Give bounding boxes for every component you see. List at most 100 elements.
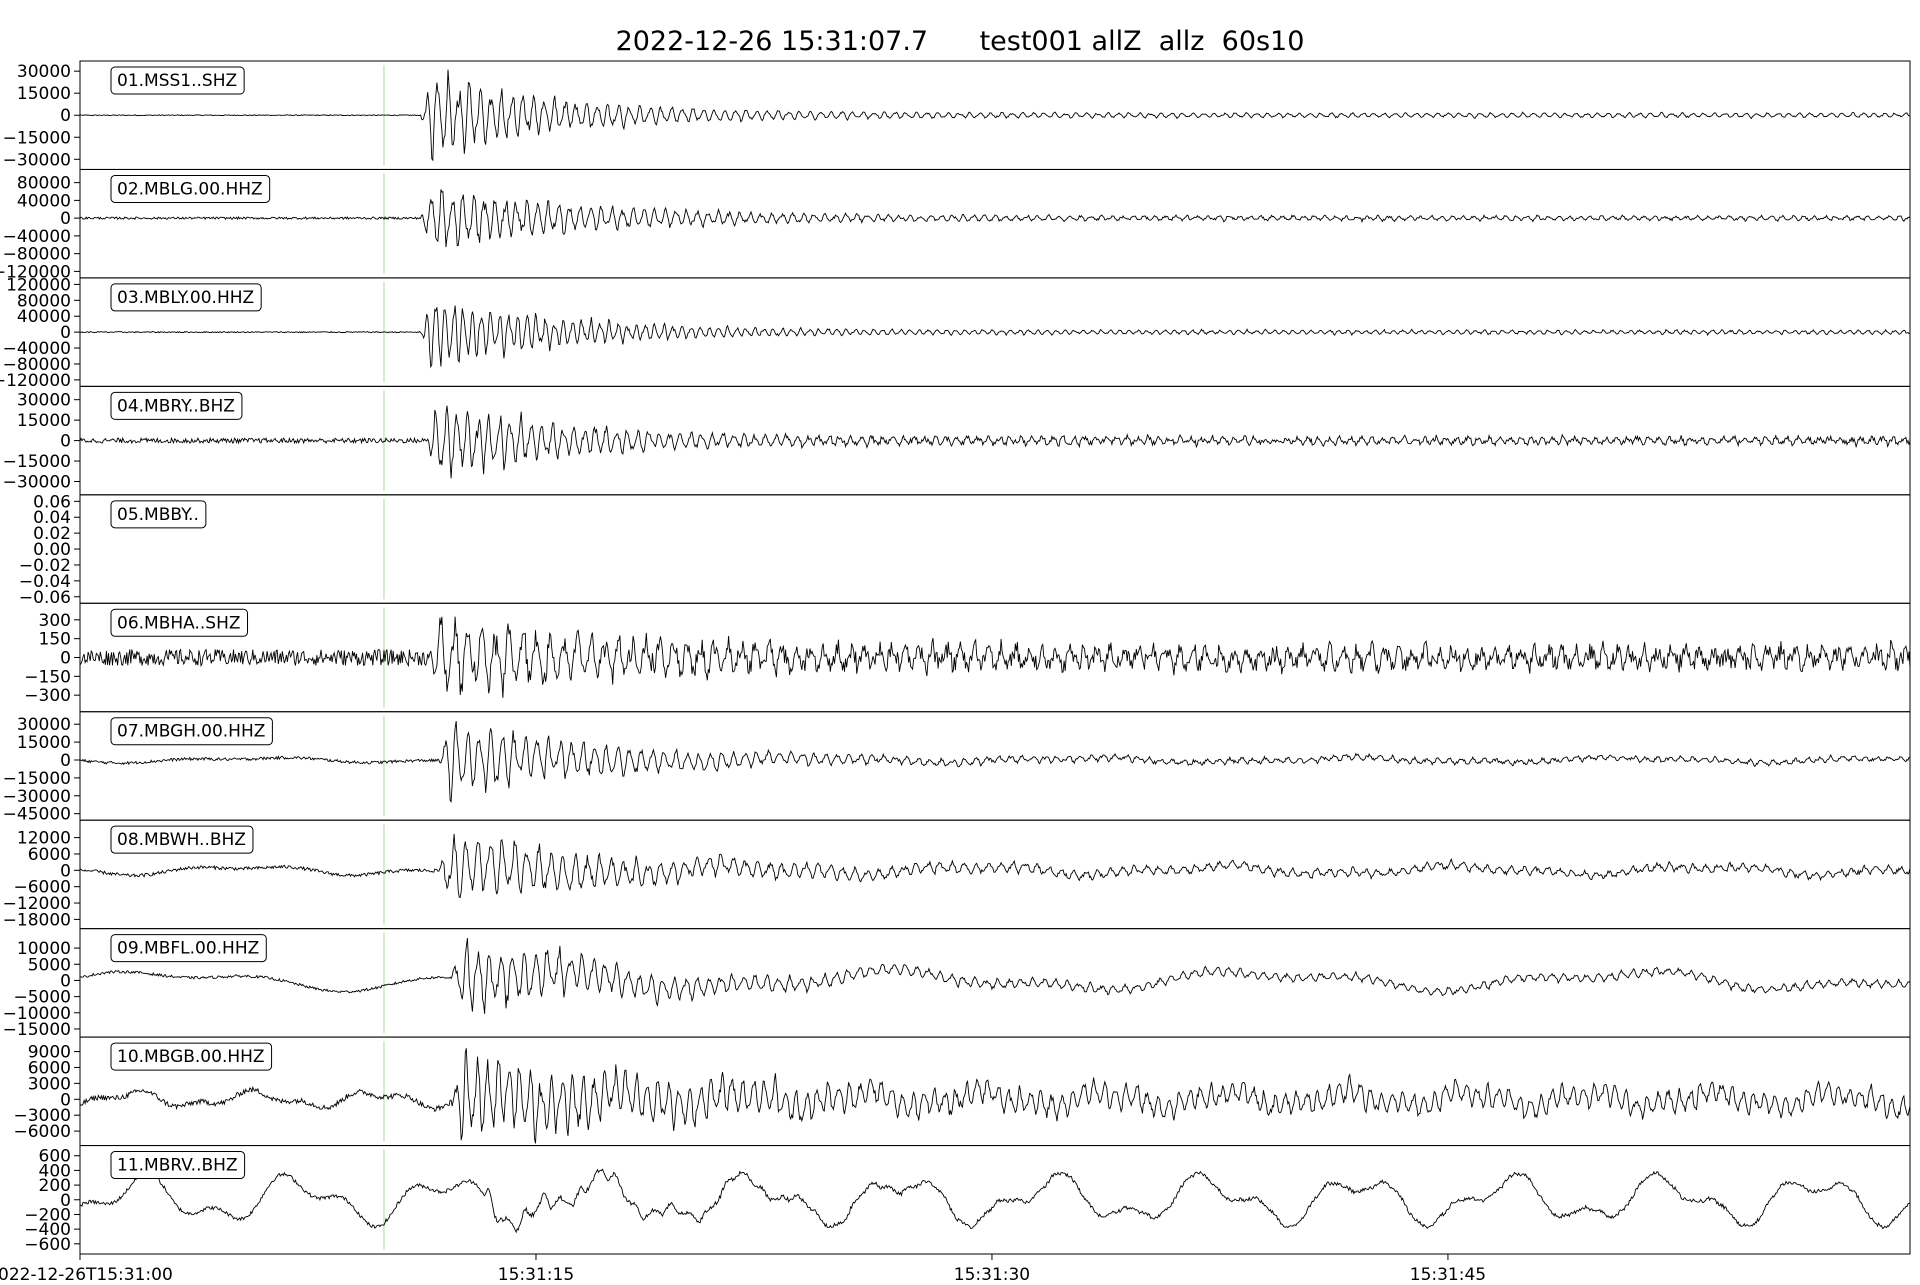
y-tick-label: 0.04 — [33, 508, 71, 528]
station-label: 08.MBWH..BHZ — [117, 830, 246, 850]
waveform-trace — [79, 405, 1911, 479]
y-tick-label: −15000 — [3, 769, 71, 789]
y-tick-label: 300 — [39, 611, 71, 631]
y-tick-label: 0.02 — [33, 524, 71, 544]
y-tick-label: −40000 — [3, 227, 71, 247]
x-tick-label: 2022-12-26T15:31:00 — [0, 1265, 173, 1280]
station-label: 03.MBLY.00.HHZ — [117, 288, 254, 308]
y-tick-label: 0 — [60, 971, 71, 991]
station-label-box — [110, 825, 254, 854]
x-tick-label: 15:31:15 — [498, 1265, 574, 1280]
x-axis: 2022-12-26T15:31:00 15:31:15 15:31:30 15:31… — [0, 1254, 1486, 1285]
panel-frame — [79, 1145, 1911, 1255]
station-label: 06.MBHA..SHZ — [117, 613, 241, 633]
y-tick-label: −3000 — [13, 1106, 71, 1126]
y-tick-label: 0.00 — [33, 540, 71, 560]
station-label-box — [110, 500, 207, 529]
y-tick-label: 12000 — [17, 829, 71, 849]
station-label-box — [110, 174, 271, 203]
y-tick-label: −10000 — [3, 1004, 71, 1024]
y-tick-label: −300 — [24, 686, 71, 706]
y-tick-label: −30000 — [3, 472, 71, 492]
station-label: 04.MBRY..BHZ — [117, 396, 235, 416]
y-tick-label: 9000 — [28, 1043, 71, 1063]
waveform-trace — [79, 1168, 1911, 1234]
y-tick-label: −120000 — [0, 371, 71, 391]
y-tick-label: −18000 — [3, 910, 71, 930]
panel-frame — [79, 711, 1911, 821]
waveform-trace — [79, 721, 1911, 804]
y-tick-label: 0 — [60, 1191, 71, 1211]
waveform-trace — [79, 938, 1911, 1014]
panel-frame — [79, 1036, 1911, 1147]
waveform-trace — [79, 189, 1911, 248]
waveform-trace — [79, 616, 1911, 698]
y-tick-label: 10000 — [17, 939, 71, 959]
y-tick-label: −30000 — [3, 787, 71, 807]
trace-panel-05-mbby: 0.060.040.020.00−0.02−0.04−0.06 05.MBBY.. — [19, 492, 1911, 608]
waveform-trace — [79, 833, 1911, 898]
station-label: 02.MBLG.00.HHZ — [117, 179, 263, 199]
panel-frame — [79, 819, 1911, 930]
y-tick-label: −30000 — [3, 150, 71, 170]
y-tick-label: −80000 — [3, 245, 71, 265]
y-tick-label: −600 — [24, 1235, 71, 1255]
y-tick-label: 40000 — [17, 191, 71, 211]
y-tick-label: 120000 — [6, 275, 71, 295]
y-tick-label: −80000 — [3, 355, 71, 375]
chart-title: 2022-12-26 15:31:07.7 test001 allZ allz … — [615, 26, 1305, 57]
y-tick-label: −15000 — [3, 452, 71, 472]
y-tick-label: 0 — [60, 432, 71, 452]
y-tick-label: 0 — [60, 1090, 71, 1110]
y-tick-label: 6000 — [28, 1058, 71, 1078]
y-tick-label: −200 — [24, 1205, 71, 1225]
panel-frame — [79, 385, 1911, 496]
station-label-box — [110, 1151, 246, 1180]
y-tick-label: −6000 — [13, 878, 71, 898]
y-tick-label: −400 — [24, 1220, 71, 1240]
y-tick-label: 80000 — [17, 291, 71, 311]
y-tick-label: 3000 — [28, 1074, 71, 1094]
panel-frame — [79, 928, 1911, 1038]
panel-frame — [79, 494, 1911, 604]
station-label-box — [110, 391, 243, 420]
y-tick-label: 30000 — [17, 715, 71, 735]
y-tick-label: −6000 — [13, 1122, 71, 1142]
y-tick-label: 15000 — [17, 733, 71, 753]
y-tick-label: 0 — [60, 209, 71, 229]
x-tick-label: 15:31:30 — [954, 1265, 1030, 1280]
y-tick-label: −15000 — [3, 128, 71, 148]
station-label-box — [110, 1042, 273, 1071]
station-label: 09.MBFL.00.HHZ — [117, 939, 259, 959]
y-tick-label: 30000 — [17, 62, 71, 82]
y-tick-label: 5000 — [28, 955, 71, 975]
y-tick-label: −0.02 — [19, 556, 71, 576]
y-tick-label: 200 — [39, 1176, 71, 1196]
y-tick-label: 6000 — [28, 845, 71, 865]
station-label-box — [110, 66, 245, 95]
y-tick-label: −0.04 — [19, 572, 71, 592]
station-label: 07.MBGH.00.HHZ — [117, 722, 265, 742]
x-tick-label: 15:31:45 — [1410, 1265, 1486, 1280]
station-label: 11.MBRV..BHZ — [117, 1156, 238, 1176]
y-tick-label: −120000 — [0, 262, 71, 282]
station-label-box — [110, 283, 262, 312]
station-label: 01.MSS1..SHZ — [117, 71, 237, 91]
station-label: 05.MBBY.. — [117, 505, 199, 525]
station-label-box — [110, 717, 273, 746]
y-tick-label: 30000 — [17, 391, 71, 411]
y-tick-label: 0 — [60, 861, 71, 881]
station-label-box — [110, 608, 249, 637]
waveform-trace — [79, 69, 1911, 162]
